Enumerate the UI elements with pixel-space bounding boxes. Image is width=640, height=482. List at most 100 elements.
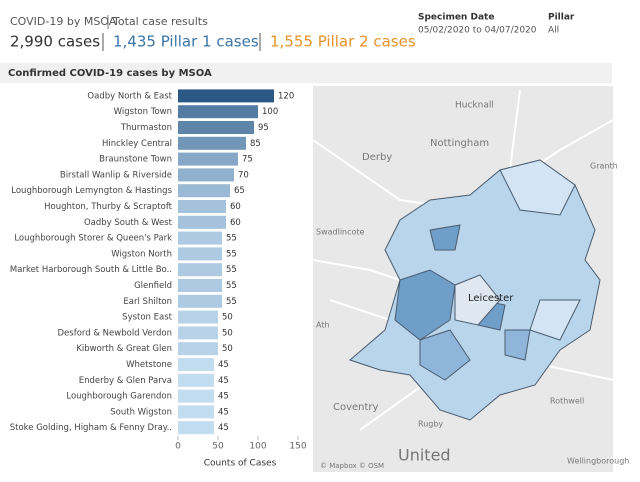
y-tick-label: Thurmaston xyxy=(120,123,172,133)
value-label: 55 xyxy=(226,297,237,307)
bar xyxy=(178,326,218,340)
value-label: 55 xyxy=(226,281,237,291)
y-tick-label: Houghton, Thurby & Scraptoft xyxy=(44,202,173,212)
value-label: 45 xyxy=(218,407,229,417)
map-label: United xyxy=(398,446,451,465)
value-label: 50 xyxy=(222,328,233,338)
bar xyxy=(178,231,222,245)
filter-label: Pillar xyxy=(548,13,575,23)
y-tick-label: Enderby & Glen Parva xyxy=(79,376,172,386)
value-label: 55 xyxy=(226,234,237,244)
y-tick-label: Wigston Town xyxy=(114,107,172,117)
map[interactable] xyxy=(312,86,614,472)
value-label: 55 xyxy=(226,265,237,275)
bar xyxy=(178,168,234,182)
map-label: Leicester xyxy=(468,293,514,304)
value-label: 60 xyxy=(230,218,241,228)
pillar1-cases: 1,435 Pillar 1 cases xyxy=(113,33,259,51)
bar xyxy=(178,247,222,261)
map-labels: Hucknall Nottingham Derby Granth Swadlincote… xyxy=(316,101,629,471)
y-tick-label: Glenfield xyxy=(134,281,172,291)
x-tick-label: 0 xyxy=(175,442,181,452)
y-tick-label: Braunstone Town xyxy=(99,155,172,165)
y-tick-label: Wigston North xyxy=(111,249,172,259)
value-label: 120 xyxy=(278,91,294,101)
map-label: Derby xyxy=(362,152,392,163)
bar xyxy=(178,294,222,308)
map-label: Hucknall xyxy=(455,101,494,111)
region xyxy=(419,329,531,381)
total-cases: 2,990 cases xyxy=(10,33,100,51)
bar xyxy=(178,105,258,119)
value-label: 70 xyxy=(238,170,249,180)
value-label: 65 xyxy=(234,186,245,196)
value-label: 45 xyxy=(218,423,229,433)
x-tick-label: 100 xyxy=(249,442,266,452)
bar xyxy=(178,342,218,356)
region xyxy=(499,159,581,341)
value-label: 45 xyxy=(218,392,229,402)
bar xyxy=(178,136,246,150)
y-tick-label: Loughborough Lemyngton & Hastings xyxy=(11,186,172,196)
map-label: Coventry xyxy=(333,402,379,413)
x-axis-title: Counts of Cases xyxy=(204,459,277,469)
panel-header xyxy=(0,63,612,83)
bar xyxy=(178,310,218,324)
bar xyxy=(178,405,214,419)
value-label: 50 xyxy=(222,344,233,354)
value-label: 55 xyxy=(226,249,237,259)
bar xyxy=(178,373,214,387)
value-label: 45 xyxy=(218,376,229,386)
x-tick-label: 150 xyxy=(289,442,306,452)
y-tick-label: Kibworth & Great Glen xyxy=(76,344,172,354)
value-label: 85 xyxy=(250,139,261,149)
bar xyxy=(178,279,222,292)
bar xyxy=(178,200,226,213)
map-label: Granth xyxy=(590,162,618,171)
value-label: 45 xyxy=(218,360,229,370)
y-tick-label: Earl Shilton xyxy=(123,297,172,307)
filter-value[interactable]: All xyxy=(548,26,559,36)
filter-value[interactable]: 05/02/2020 to 04/07/2020 xyxy=(418,26,537,36)
filter-label: Specimen Date xyxy=(418,13,494,23)
bar xyxy=(178,263,222,277)
value-label: 60 xyxy=(230,202,241,212)
y-tick-label: Syston East xyxy=(122,313,172,323)
bar xyxy=(178,215,226,229)
bar xyxy=(178,389,214,403)
bar xyxy=(178,358,214,371)
bar xyxy=(178,121,254,134)
map-label: Rugby xyxy=(418,420,443,429)
value-label: 95 xyxy=(258,123,269,133)
y-tick-label: Market Harborough South & Little Bo.. xyxy=(10,265,172,275)
y-tick-label: Loughborough Storer & Queen's Park xyxy=(14,234,172,244)
pillar2-cases: 1,555 Pillar 2 cases xyxy=(270,33,416,51)
y-tick-label: Whetstone xyxy=(126,360,172,370)
bar xyxy=(178,184,230,198)
map-label: Swadlincote xyxy=(316,228,365,237)
y-tick-label: Birstall Wanlip & Riverside xyxy=(60,170,172,180)
x-tick-label: 50 xyxy=(212,442,224,452)
y-tick-label: Loughborough Garendon xyxy=(66,392,172,402)
value-label: 75 xyxy=(242,155,253,165)
dashboard-title: COVID-19 by MSOA xyxy=(10,15,117,28)
y-tick-label: Hinckley Central xyxy=(102,139,172,149)
bar xyxy=(178,89,274,103)
map-label: Nottingham xyxy=(430,138,489,149)
dashboard-subtitle: Total case results xyxy=(112,15,208,28)
y-tick-label: Oadby South & West xyxy=(84,218,173,228)
value-label: 100 xyxy=(262,107,278,117)
chart-title: Confirmed COVID-19 cases by MSOA xyxy=(8,68,212,79)
y-tick-label: Oadby North & East xyxy=(87,91,172,101)
bar xyxy=(178,152,238,166)
map-label: Rothwell xyxy=(550,397,584,406)
y-tick-label: South Wigston xyxy=(110,407,172,417)
value-label: 50 xyxy=(222,313,233,323)
map-label: Wellingborough xyxy=(567,457,629,466)
y-tick-label: Desford & Newbold Verdon xyxy=(58,328,172,338)
y-tick-label: Stoke Golding, Higham & Fenny Dray.. xyxy=(10,423,172,433)
map-label: © Mapbox © OSM xyxy=(320,462,384,470)
map-label: Ath xyxy=(316,321,330,330)
bar xyxy=(178,421,214,435)
